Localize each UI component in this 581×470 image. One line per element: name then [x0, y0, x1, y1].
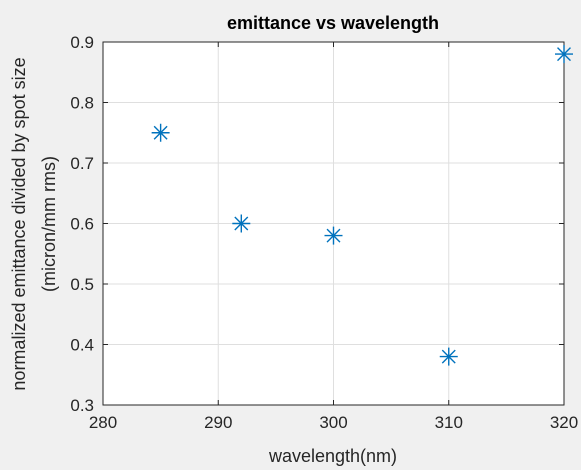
data-points: [151, 45, 573, 366]
y-tick-label: 0.6: [70, 215, 94, 234]
ticks: [102, 41, 565, 406]
y-tick-label: 0.7: [70, 154, 94, 173]
grid-lines: [102, 41, 565, 406]
x-axis-label: wavelength(nm): [268, 446, 397, 466]
x-tick-label: 310: [435, 413, 463, 432]
x-tick-label: 280: [89, 413, 117, 432]
y-tick-label: 0.5: [70, 275, 94, 294]
data-point: [232, 214, 251, 233]
chart-title: emittance vs wavelength: [227, 13, 439, 33]
x-tick-label: 290: [204, 413, 232, 432]
x-tick-label: 300: [319, 413, 347, 432]
y-tick-label: 0.8: [70, 94, 94, 113]
y-tick-label: 0.9: [70, 33, 94, 52]
x-tick-label: 320: [550, 413, 578, 432]
y-axis-label-line-2: (micron/mm rms): [39, 156, 59, 292]
y-tick-label: 0.3: [70, 396, 94, 415]
data-point: [439, 347, 458, 366]
y-axis-label-line-1: normalized emittance divided by spot siz…: [9, 57, 29, 390]
data-point: [151, 123, 170, 142]
y-tick-label: 0.4: [70, 336, 94, 355]
data-point: [555, 45, 573, 64]
data-point: [324, 226, 343, 245]
y-tick-labels: 0.3 0.4 0.5 0.6 0.7 0.8 0.9: [70, 33, 94, 415]
x-tick-labels: 280 290 300 310 320: [89, 413, 578, 432]
